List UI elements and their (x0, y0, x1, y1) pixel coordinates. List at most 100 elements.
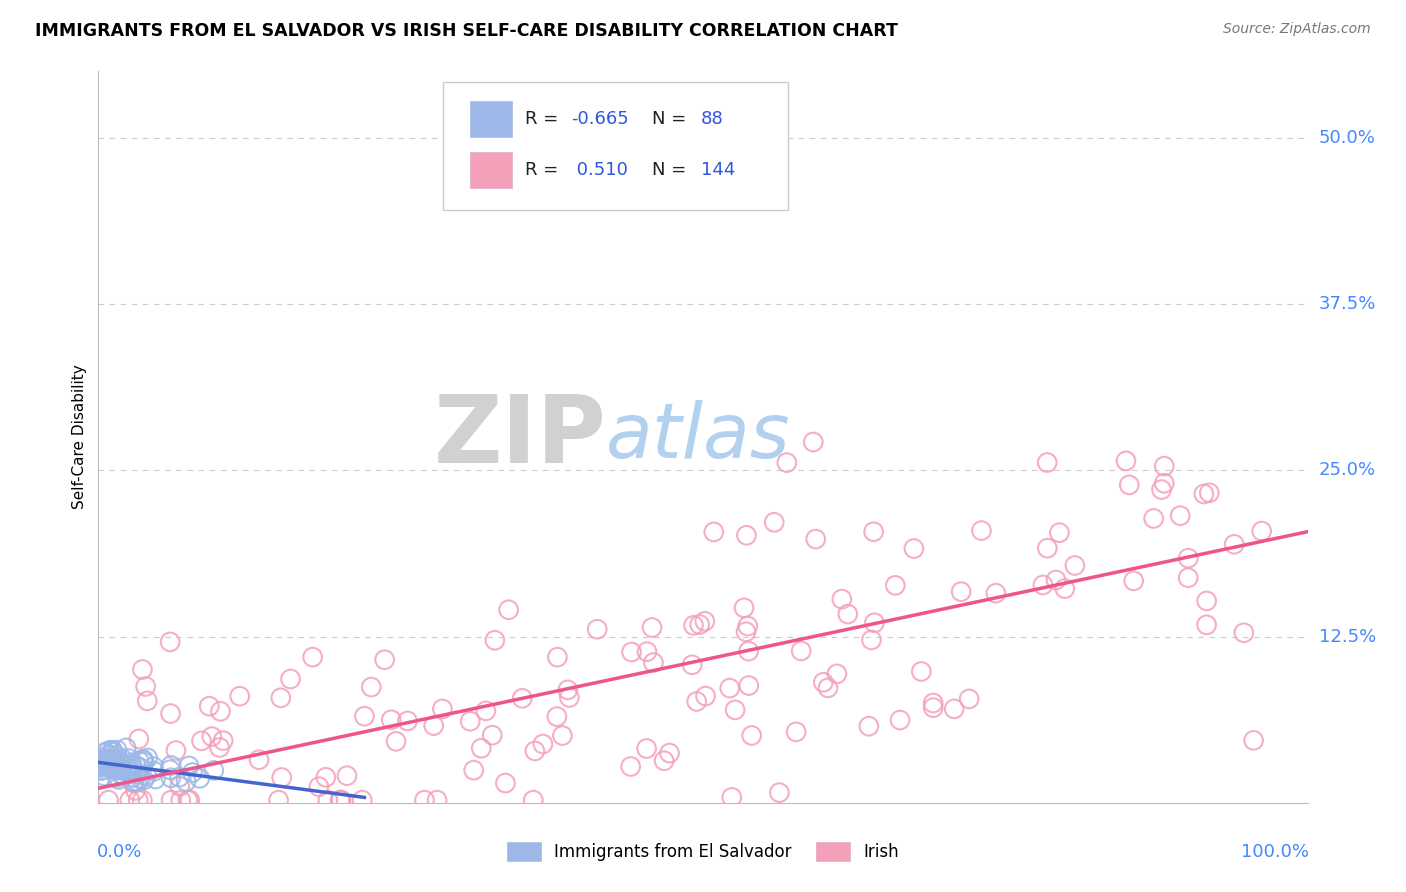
Point (643, 656, 665, 670)
Point (1223, 537, 1246, 551)
Point (160, 758, 183, 772)
Point (889, 713, 911, 727)
Point (131, 752, 153, 766)
Point (557, 682, 579, 697)
Point (785, 724, 807, 739)
Point (360, 680, 382, 694)
Point (943, 702, 966, 716)
Point (121, 756, 143, 770)
Point (103, 753, 125, 767)
Point (374, 653, 396, 667)
Point (685, 694, 707, 708)
Point (1053, 582, 1076, 596)
Point (641, 620, 664, 634)
Point (107, 763, 129, 777)
Point (107, 762, 129, 776)
Point (858, 719, 880, 733)
Point (546, 709, 568, 723)
Point (128, 731, 150, 746)
Point (132, 753, 155, 767)
Point (136, 694, 159, 708)
Point (658, 746, 681, 760)
Point (98, 753, 121, 767)
Point (97, 756, 120, 770)
Point (523, 744, 546, 758)
Point (93, 769, 115, 783)
Point (636, 741, 658, 756)
Point (160, 771, 183, 785)
Point (101, 744, 124, 758)
Text: 100.0%: 100.0% (1240, 843, 1309, 861)
Text: 50.0%: 50.0% (1319, 128, 1375, 147)
Point (763, 516, 786, 530)
Point (209, 704, 232, 718)
Point (104, 754, 127, 768)
Point (1143, 511, 1166, 525)
Point (120, 764, 142, 779)
Point (801, 435, 824, 450)
Point (100, 752, 122, 766)
Point (768, 786, 790, 800)
Point (693, 615, 716, 629)
Point (107, 772, 129, 787)
Point (689, 617, 711, 632)
Point (105, 757, 128, 772)
Point (1177, 571, 1199, 585)
Point (1118, 478, 1140, 492)
Point (202, 764, 225, 778)
Point (738, 679, 761, 693)
Point (98, 759, 121, 773)
Point (1036, 456, 1059, 470)
Point (177, 793, 200, 807)
Point (720, 790, 742, 805)
Point (110, 767, 132, 781)
Point (229, 689, 252, 703)
Point (620, 645, 643, 659)
Point (636, 645, 658, 659)
Text: 37.5%: 37.5% (1319, 295, 1376, 313)
Point (98, 754, 121, 768)
Point (111, 751, 134, 765)
Point (208, 740, 231, 755)
Point (169, 780, 191, 794)
Point (105, 761, 128, 775)
Point (127, 774, 149, 789)
Point (1115, 454, 1137, 468)
Point (380, 713, 402, 727)
Point (1122, 574, 1144, 588)
Point (470, 741, 492, 756)
Point (737, 619, 759, 633)
Point (837, 607, 859, 621)
Y-axis label: Self-Care Disability: Self-Care Disability (72, 365, 87, 509)
Point (91, 763, 114, 777)
Point (108, 755, 131, 769)
Point (159, 635, 181, 649)
Point (1150, 483, 1173, 497)
Point (681, 657, 703, 672)
Point (100, 761, 122, 775)
Point (724, 703, 747, 717)
FancyBboxPatch shape (470, 152, 512, 188)
Point (105, 743, 128, 757)
Point (97, 793, 120, 807)
Point (329, 793, 352, 807)
Point (984, 586, 1007, 600)
Text: Source: ZipAtlas.com: Source: ZipAtlas.com (1223, 22, 1371, 37)
Point (903, 541, 925, 556)
Point (884, 578, 907, 592)
Point (1153, 459, 1175, 474)
Point (127, 793, 149, 807)
Point (107, 762, 129, 776)
Point (922, 696, 945, 710)
Point (108, 756, 131, 771)
Point (862, 524, 884, 539)
Point (733, 600, 755, 615)
Point (181, 765, 204, 780)
Point (950, 584, 973, 599)
Point (1243, 733, 1265, 747)
Point (1198, 485, 1220, 500)
Text: 0.0%: 0.0% (97, 843, 142, 861)
Point (280, 672, 302, 686)
Point (652, 754, 675, 768)
Point (510, 691, 533, 706)
